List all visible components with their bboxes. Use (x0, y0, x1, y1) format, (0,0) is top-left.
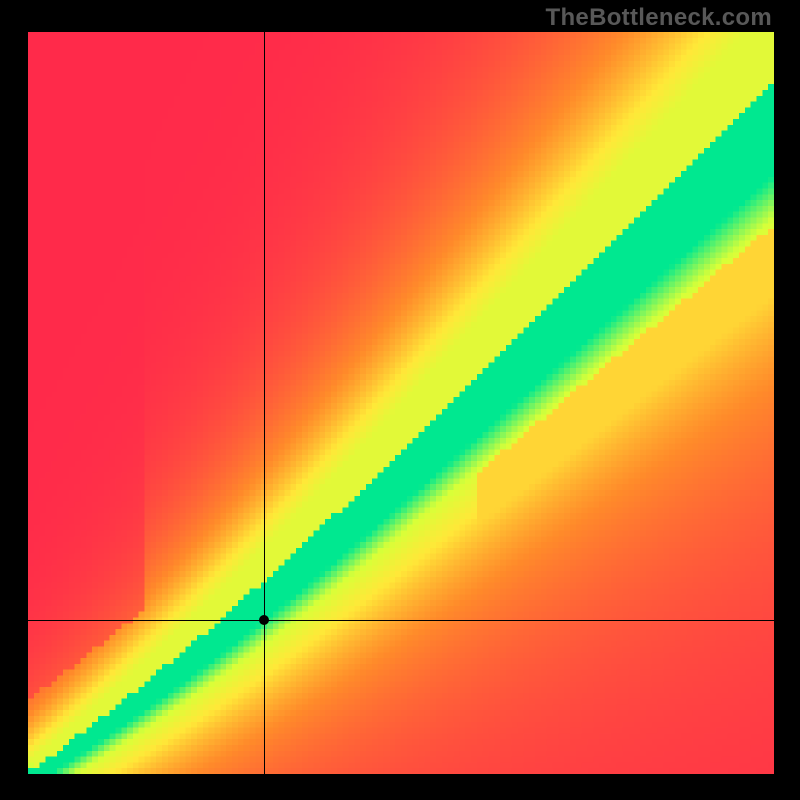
figure-container: TheBottleneck.com (0, 0, 800, 800)
crosshair-vertical (264, 32, 265, 774)
selected-point-marker (259, 615, 269, 625)
crosshair-horizontal (28, 620, 774, 621)
heatmap-canvas (28, 32, 774, 774)
heatmap-plot-area (28, 32, 774, 774)
watermark-text: TheBottleneck.com (546, 4, 772, 32)
